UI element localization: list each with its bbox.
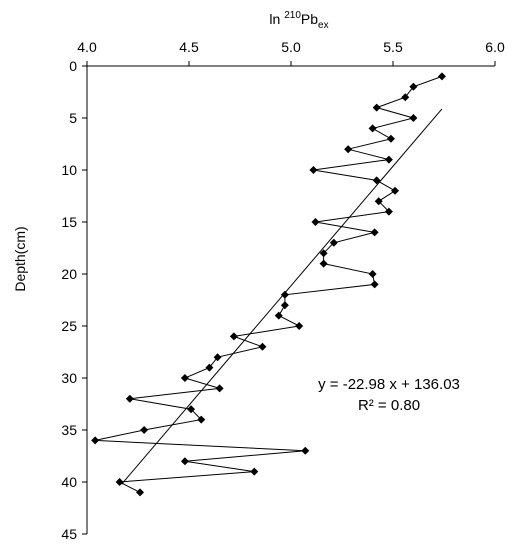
y-tick-label: 20	[61, 266, 77, 282]
data-point-marker	[295, 322, 304, 330]
data-point-marker	[368, 270, 377, 278]
y-tick-label: 40	[61, 474, 77, 490]
data-point-marker	[384, 155, 393, 164]
data-point-marker	[437, 72, 446, 81]
data-point-marker	[140, 426, 149, 434]
data-point-marker	[187, 405, 196, 414]
data-point-marker	[409, 114, 418, 122]
y-tick-label: 5	[69, 110, 77, 126]
x-tick-label: 4.0	[77, 39, 97, 55]
y-tick-label: 0	[69, 58, 77, 74]
data-markers	[91, 72, 446, 497]
data-point-marker	[258, 342, 267, 351]
data-point-marker	[372, 103, 381, 112]
y-tick-label: 10	[61, 162, 77, 178]
trendline	[121, 108, 443, 485]
data-point-marker	[115, 478, 124, 486]
y-tick-label: 25	[61, 318, 77, 334]
data-point-marker	[372, 176, 381, 185]
y-tick-label: 30	[61, 370, 77, 386]
data-point-marker	[329, 238, 338, 247]
data-point-marker	[274, 311, 283, 320]
data-point-marker	[250, 467, 259, 476]
data-point-marker	[368, 124, 377, 133]
data-point-marker	[370, 280, 379, 289]
x-tick-label: 5.0	[281, 39, 301, 55]
data-point-marker	[386, 134, 395, 143]
data-point-marker	[384, 207, 393, 216]
y-axis-ticks: 0 5 10 15 20 25 30 35 40 45	[61, 58, 87, 542]
data-point-marker	[401, 93, 410, 102]
data-point-marker	[280, 301, 289, 310]
y-tick-label: 45	[61, 526, 77, 542]
data-point-marker	[136, 488, 145, 497]
data-point-marker	[409, 82, 418, 91]
data-point-marker	[215, 384, 224, 393]
x-axis-title: ln 210Pbex	[269, 10, 328, 31]
plot-area: 4.0 4.5 5.0 5.5 6.0 0 5 10 15 20 25 30 35 40 45	[61, 39, 505, 542]
x-tick-label: 5.5	[383, 39, 403, 55]
data-point-marker	[91, 436, 100, 445]
x-tick-label: 6.0	[485, 39, 505, 55]
x-axis-title-main: Pb	[301, 11, 318, 27]
data-point-marker	[311, 218, 320, 226]
data-point-marker	[319, 259, 328, 268]
data-point-marker	[301, 446, 310, 455]
trendline-equation: y = -22.98 x + 136.03	[318, 376, 460, 393]
r-squared-label: R² = 0.80	[358, 397, 420, 414]
x-axis-ticks: 4.0 4.5 5.0 5.5 6.0	[77, 39, 505, 66]
x-axis-title-sub: ex	[318, 20, 329, 31]
y-tick-label: 35	[61, 422, 77, 438]
data-point-marker	[197, 415, 206, 424]
data-point-marker	[125, 394, 134, 403]
data-point-marker	[391, 186, 400, 195]
data-point-marker	[309, 166, 318, 174]
data-point-marker	[229, 332, 238, 341]
data-point-marker	[370, 228, 379, 237]
x-axis-title-prefix: ln	[269, 11, 284, 27]
data-point-marker	[213, 353, 222, 362]
x-tick-label: 4.5	[179, 39, 199, 55]
x-axis-title-sup: 210	[284, 10, 301, 21]
data-point-marker	[344, 145, 353, 154]
y-axis-title: Depth(cm)	[12, 226, 28, 291]
y-tick-label: 15	[61, 214, 77, 230]
data-point-marker	[180, 457, 189, 466]
data-point-marker	[205, 363, 214, 372]
data-point-marker	[180, 374, 189, 382]
data-point-marker	[280, 290, 289, 299]
data-point-marker	[374, 197, 383, 206]
data-point-marker	[319, 249, 328, 258]
